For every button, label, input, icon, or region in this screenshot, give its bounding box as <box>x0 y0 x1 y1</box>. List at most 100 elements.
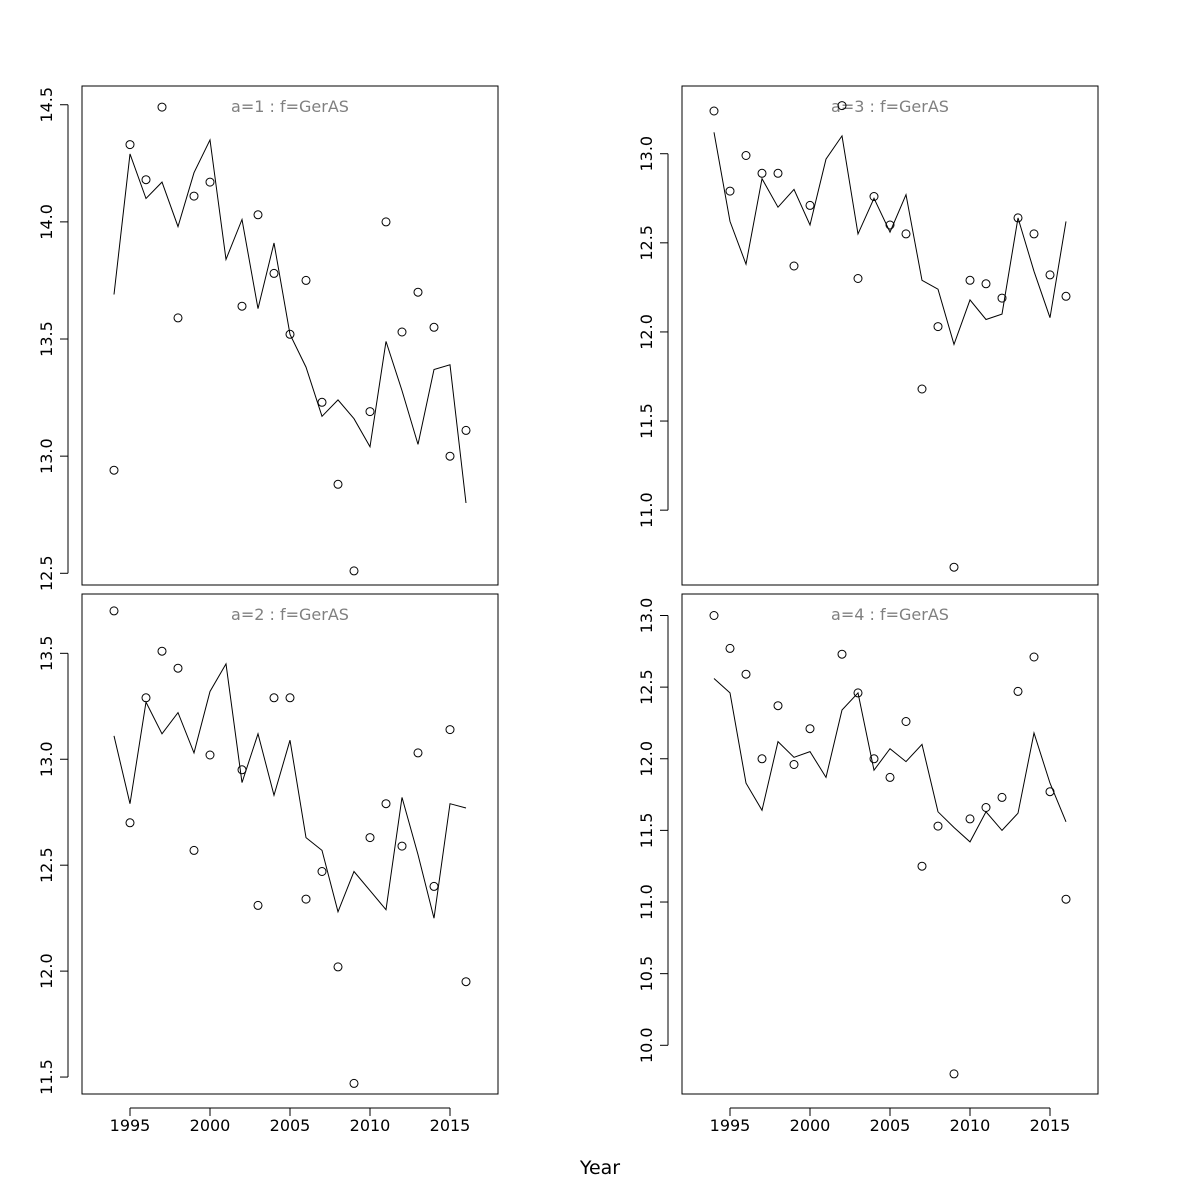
y-tick-label: 13.0 <box>637 598 656 634</box>
data-point <box>237 301 247 311</box>
data-point <box>397 841 407 851</box>
data-point <box>301 275 311 285</box>
data-point <box>365 833 375 843</box>
data-point <box>917 384 927 394</box>
panel-bottom-right: a=4 : f=GerAS 10.0 10.5 11.0 11.5 12.0 12.5 13.… <box>637 593 1099 1135</box>
plot-frame <box>681 85 1099 586</box>
y-tick-label: 11.5 <box>637 403 656 439</box>
data-point <box>461 977 471 987</box>
data-point <box>205 177 215 187</box>
data-point <box>805 200 815 210</box>
series-line <box>713 678 1067 843</box>
y-tick-label: 10.0 <box>637 1027 656 1063</box>
series-line <box>113 662 467 919</box>
data-point <box>317 397 327 407</box>
data-point <box>445 725 455 735</box>
data-point <box>949 1069 959 1079</box>
data-point <box>981 279 991 289</box>
panel-title: a=3 : f=GerAS <box>831 97 949 116</box>
series-line <box>713 132 1067 347</box>
data-point <box>301 894 311 904</box>
data-point <box>965 275 975 285</box>
data-point <box>285 329 295 339</box>
data-point <box>269 693 279 703</box>
data-point <box>757 168 767 178</box>
data-point <box>709 106 719 116</box>
data-point <box>125 140 135 150</box>
y-tick-label: 13.0 <box>37 438 56 474</box>
data-point <box>741 151 751 160</box>
data-point <box>709 611 719 620</box>
data-point <box>365 407 375 417</box>
y-tick-label: 13.5 <box>37 636 56 672</box>
data-point <box>173 663 183 673</box>
data-point <box>189 191 199 201</box>
data-point <box>1029 229 1039 239</box>
data-point <box>141 693 151 703</box>
data-point <box>1045 787 1055 797</box>
data-point <box>933 322 943 332</box>
data-point <box>125 818 135 828</box>
data-point <box>869 192 879 201</box>
data-point <box>1029 652 1039 662</box>
data-point <box>965 814 975 824</box>
data-point <box>885 220 895 230</box>
x-axis-title: Year <box>579 1157 620 1179</box>
data-point <box>429 881 439 891</box>
data-point <box>773 701 783 711</box>
data-point <box>741 669 751 679</box>
data-point <box>429 322 439 332</box>
data-point <box>109 606 119 616</box>
data-point <box>1013 686 1023 696</box>
panel-top-right: a=3 : f=GerAS 11.0 11.5 12.0 12.5 13.0 <box>637 85 1099 586</box>
data-point <box>333 479 343 489</box>
data-point <box>1061 894 1071 904</box>
y-tick-label: 12.5 <box>37 847 56 883</box>
data-point <box>285 693 295 703</box>
x-tick-label: 2015 <box>1030 1116 1071 1135</box>
x-tick-label: 1995 <box>710 1116 751 1135</box>
data-point <box>381 799 391 809</box>
data-point <box>869 754 879 764</box>
data-point <box>837 649 847 659</box>
y-tick-label: 12.5 <box>637 225 656 261</box>
series-line <box>113 138 467 504</box>
data-point <box>205 750 215 760</box>
panel-bottom-left: a=2 : f=GerAS 11.5 12.0 12.5 13.0 13.5 1995 200… <box>37 593 499 1135</box>
y-tick-label: 13.0 <box>37 741 56 777</box>
data-point <box>949 562 959 572</box>
data-point <box>381 217 391 227</box>
data-point <box>773 168 783 178</box>
y-tick-label: 10.5 <box>637 956 656 992</box>
data-point <box>901 229 911 239</box>
data-point <box>997 293 1007 303</box>
y-tick-label: 11.0 <box>637 884 656 920</box>
data-point <box>413 287 423 297</box>
x-tick-label: 1995 <box>110 1116 151 1135</box>
data-point <box>445 451 455 461</box>
data-point <box>109 465 119 475</box>
data-point <box>461 425 471 435</box>
x-tick-label: 2010 <box>950 1116 991 1135</box>
data-point <box>805 724 815 734</box>
data-point <box>1061 291 1071 301</box>
data-point <box>317 867 327 876</box>
data-point <box>157 102 167 112</box>
x-tick-label: 2005 <box>270 1116 311 1135</box>
y-tick-label: 11.5 <box>37 1059 56 1095</box>
plot-frame <box>81 593 499 1095</box>
data-point <box>789 760 799 769</box>
y-tick-label: 12.0 <box>637 741 656 777</box>
data-point <box>173 313 183 323</box>
y-tick-label: 12.0 <box>37 953 56 989</box>
data-point <box>349 566 359 576</box>
data-point <box>397 327 407 337</box>
data-point <box>901 717 911 726</box>
data-point <box>917 861 927 871</box>
panel-top-left: a=1 : f=GerAS 12.5 13.0 13.5 14.0 14.5 <box>37 85 499 591</box>
y-tick-label: 14.5 <box>37 87 56 123</box>
y-tick-label: 12.0 <box>637 314 656 350</box>
y-tick-label: 11.5 <box>637 813 656 849</box>
data-point <box>413 748 423 758</box>
